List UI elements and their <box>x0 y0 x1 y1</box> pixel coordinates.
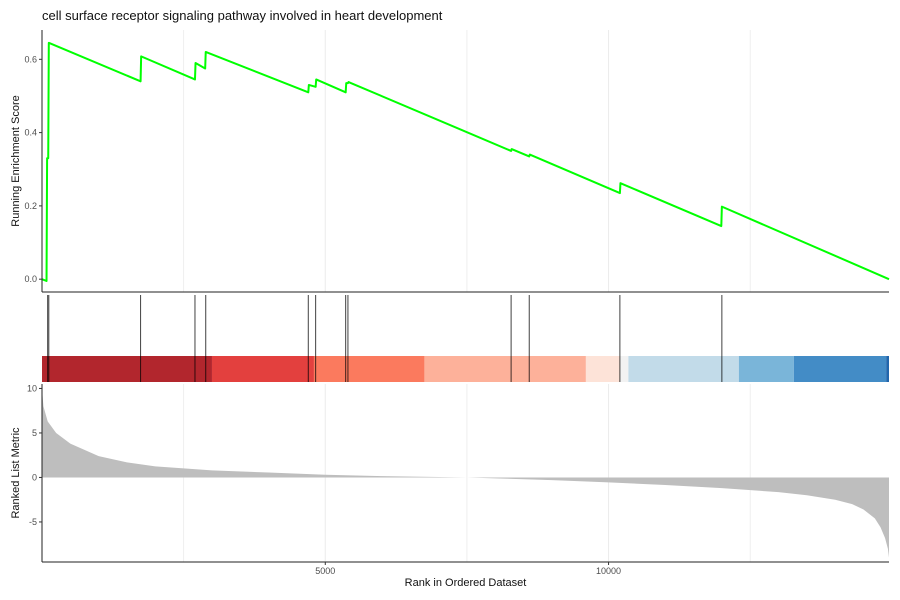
y-tick-label: 0.4 <box>24 128 37 138</box>
enrichment-line <box>41 41 890 283</box>
colorbar-band <box>619 356 629 382</box>
ranked-metric-area <box>42 388 889 558</box>
colorbar-band <box>211 356 314 382</box>
colorbar-band <box>585 356 620 382</box>
running-score-line <box>41 41 890 283</box>
metric-area <box>42 388 889 558</box>
y-axis-title-ranked-metric: Ranked List Metric <box>10 427 22 519</box>
y-tick-label: 5 <box>32 428 37 438</box>
colorbar-band <box>628 356 739 382</box>
tick-labels: 0.0 0.2 0.4 0.6 -5 0 5 10 5000 10000 Rank in Order… <box>10 54 621 589</box>
x-tick-label: 10000 <box>596 566 621 576</box>
y-tick-label: 10 <box>27 383 37 393</box>
axes <box>39 30 889 565</box>
colorbar-band <box>886 356 889 382</box>
gridlines <box>183 30 751 562</box>
chart-title: cell surface receptor signaling pathway … <box>42 8 443 23</box>
rank-colorbar <box>42 356 889 382</box>
x-axis-title: Rank in Ordered Dataset <box>405 577 527 589</box>
colorbar-band <box>793 356 887 382</box>
y-tick-label: 0.6 <box>24 54 37 64</box>
colorbar-band <box>42 356 212 382</box>
y-axis-title-running-score: Running Enrichment Score <box>10 95 22 226</box>
y-tick-label: 0.2 <box>24 201 37 211</box>
colorbar-band <box>424 356 586 382</box>
colorbar-band <box>313 356 425 382</box>
y-tick-label: 0 <box>32 472 37 482</box>
y-tick-label: -5 <box>29 517 37 527</box>
y-tick-label: 0.0 <box>24 274 37 284</box>
gene-hit-markers <box>47 295 723 382</box>
x-tick-label: 5000 <box>315 566 335 576</box>
colorbar-band <box>738 356 794 382</box>
